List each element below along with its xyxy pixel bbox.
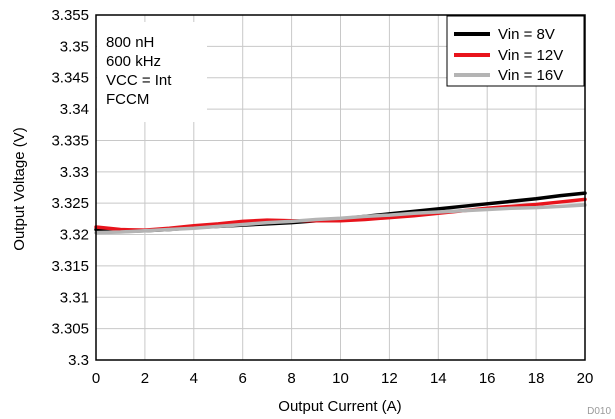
annotation-line-4: FCCM <box>106 91 149 108</box>
y-axis-title: Output Voltage (V) <box>11 127 28 250</box>
x-tick-label: 16 <box>479 370 496 387</box>
x-tick-label: 12 <box>381 370 398 387</box>
x-tick-label: 10 <box>332 370 349 387</box>
x-tick-label: 0 <box>92 370 100 387</box>
y-tick-label: 3.3 <box>68 352 89 369</box>
y-tick-label: 3.305 <box>51 321 89 338</box>
x-axis-title: Output Current (A) <box>278 398 401 415</box>
legend-label-vin-16v: Vin = 16V <box>498 67 563 84</box>
x-tick-label: 20 <box>577 370 594 387</box>
annotation-line-2: 600 kHz <box>106 53 161 70</box>
series-line-vin-16v <box>94 203 587 235</box>
annotation-box: 800 nH 600 kHz VCC = Int FCCM <box>97 22 207 122</box>
annotation-line-1: 800 nH <box>106 34 154 51</box>
y-tick-label: 3.345 <box>51 70 89 87</box>
y-tick-label: 3.35 <box>60 38 89 55</box>
y-tick-label: 3.315 <box>51 258 89 275</box>
x-tick-label: 4 <box>190 370 198 387</box>
x-tick-label: 2 <box>141 370 149 387</box>
y-tick-label: 3.31 <box>60 289 89 306</box>
legend-label-vin-8v: Vin = 8V <box>498 26 555 43</box>
legend-label-vin-12v: Vin = 12V <box>498 47 563 64</box>
y-tick-label: 3.355 <box>51 7 89 24</box>
plot-frame <box>95 14 586 361</box>
y-tick-label: 3.325 <box>51 195 89 212</box>
y-tick-label: 3.33 <box>60 164 89 181</box>
annotation-line-3: VCC = Int <box>106 72 172 89</box>
x-tick-label: 18 <box>528 370 545 387</box>
annotation-background <box>97 22 207 122</box>
x-tick-label: 6 <box>239 370 247 387</box>
legend: Vin = 8V Vin = 12V Vin = 16V <box>446 15 585 87</box>
y-tick-label: 3.34 <box>60 101 89 118</box>
x-tick-label: 8 <box>287 370 295 387</box>
tick-labels: 0 2 4 6 8 10 12 14 16 18 20 3.3 3.305 3.31 3.315 3.32 3.… <box>51 7 593 387</box>
y-tick-label: 3.32 <box>60 227 89 244</box>
figure-id: D010 <box>587 406 611 417</box>
series-lines <box>94 191 587 235</box>
y-tick-label: 3.335 <box>51 132 89 149</box>
x-tick-label: 14 <box>430 370 447 387</box>
